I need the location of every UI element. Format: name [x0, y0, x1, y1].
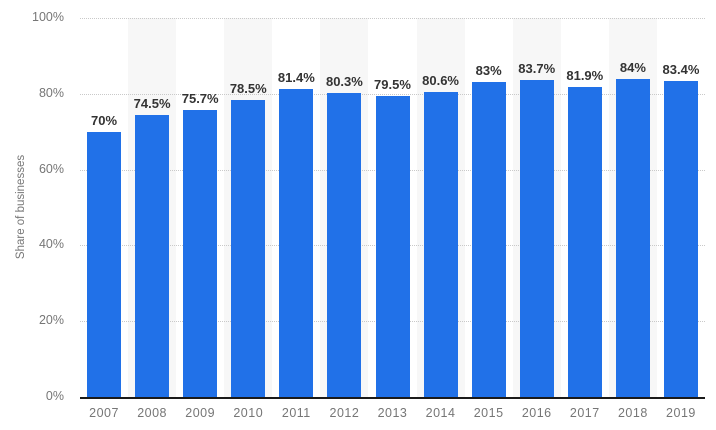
bar-value-label-2014: 80.6% [422, 72, 459, 88]
bar-2008[interactable] [135, 114, 170, 397]
bar-2019[interactable] [663, 80, 698, 397]
x-tick-label-2010: 2010 [233, 406, 264, 420]
bar-value-label-2013: 79.5% [374, 76, 411, 92]
x-tick-label-2016: 2016 [521, 406, 552, 420]
x-tick-label-2013: 2013 [377, 406, 408, 420]
y-tick-label-0: 0% [45, 389, 64, 403]
x-tick-label-2008: 2008 [137, 406, 167, 420]
x-tick-label-2018: 2018 [617, 406, 648, 420]
bar-value-label-2019: 83.4% [662, 61, 700, 77]
bar-value-label-2017: 81.9% [566, 67, 604, 83]
bar-2015[interactable] [471, 82, 506, 397]
x-tick-label-2015: 2015 [473, 406, 504, 420]
bar-2013[interactable] [375, 95, 410, 397]
bar-2016[interactable] [519, 79, 554, 397]
bar-2009[interactable] [183, 110, 218, 397]
y-tick-label-60: 60% [38, 161, 64, 176]
bar-value-label-2011: 81.4% [277, 69, 315, 85]
bar-value-label-2015: 83% [475, 63, 502, 79]
bar-2018[interactable] [615, 78, 650, 397]
bar-value-label-2010: 78.5% [229, 80, 267, 96]
bar-2014[interactable] [423, 91, 458, 397]
x-tick-label-2007: 2007 [89, 406, 119, 420]
bar-2007[interactable] [87, 131, 122, 397]
x-tick-label-2014: 2014 [425, 406, 456, 420]
bar-2017[interactable] [567, 86, 602, 397]
bar-value-label-2012: 80.3% [325, 73, 363, 89]
gridline-80 [80, 93, 705, 95]
x-tick-label-2017: 2017 [569, 406, 600, 420]
gridline-100 [80, 18, 705, 19]
x-tick-label-2019: 2019 [666, 406, 696, 420]
x-tick-label-2009: 2009 [185, 406, 216, 420]
y-tick-label-100: 100% [32, 10, 64, 24]
y-tick-label-80: 80% [38, 85, 64, 100]
bar-2011[interactable] [279, 88, 314, 397]
plot-area: 70% 74.5% 75.7% 78.5% 81.4% 80.3% 79.5% 80.6% 83… [80, 18, 705, 399]
y-tick-label-40: 40% [38, 237, 64, 252]
bar-value-label-2007: 70% [91, 112, 118, 128]
x-tick-label-2012: 2012 [329, 406, 360, 420]
bar-2010[interactable] [231, 99, 266, 397]
x-tick-label-2011: 2011 [281, 406, 311, 420]
bar-value-label-2018: 84% [619, 59, 646, 75]
bar-value-label-2009: 75.7% [181, 91, 219, 107]
y-tick-label-20: 20% [38, 313, 64, 328]
bar-value-label-2008: 74.5% [133, 95, 171, 111]
bar-value-label-2016: 83.7% [518, 60, 556, 76]
bar-2012[interactable] [327, 92, 362, 397]
